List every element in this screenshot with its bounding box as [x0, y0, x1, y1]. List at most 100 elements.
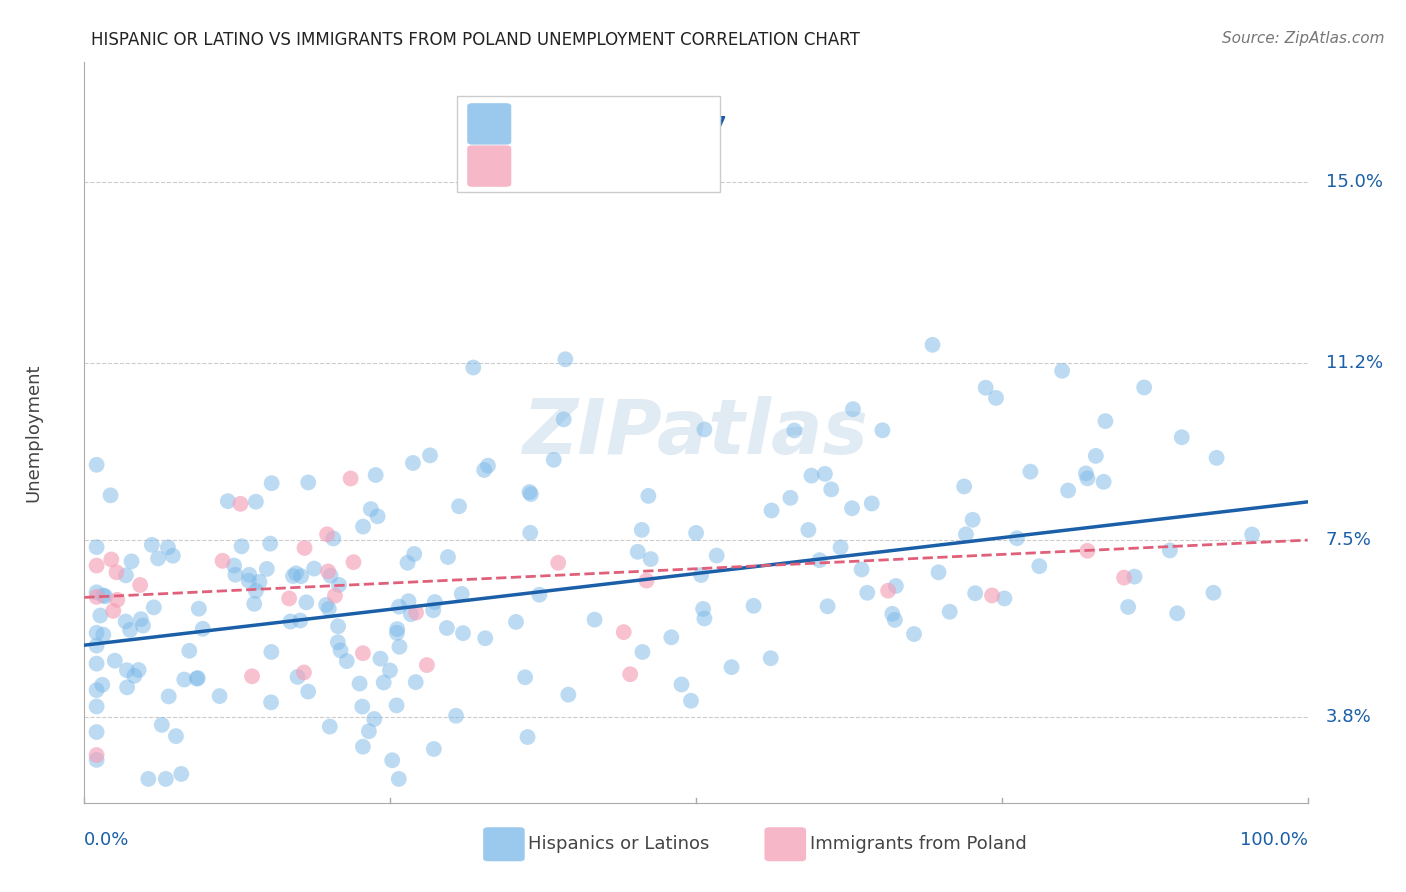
Point — [100, 552, 122, 566]
Point — [783, 424, 806, 438]
Point — [162, 549, 184, 563]
Point — [363, 712, 385, 726]
Point — [385, 625, 408, 640]
Point — [191, 622, 214, 636]
Point — [129, 612, 152, 626]
Text: Hispanics or Latinos: Hispanics or Latinos — [529, 835, 710, 853]
Text: 11.2%: 11.2% — [1326, 354, 1384, 372]
Point — [260, 476, 283, 491]
Point — [1166, 607, 1188, 621]
Text: HISPANIC OR LATINO VS IMMIGRANTS FROM POLAND UNEMPLOYMENT CORRELATION CHART: HISPANIC OR LATINO VS IMMIGRANTS FROM PO… — [91, 31, 860, 49]
Point — [761, 503, 783, 517]
Point — [981, 589, 1004, 603]
Point — [808, 553, 831, 567]
Text: 0.106: 0.106 — [576, 157, 633, 175]
Point — [290, 614, 312, 628]
Point — [115, 681, 138, 695]
Point — [690, 568, 713, 582]
Text: Unemployment: Unemployment — [24, 363, 42, 502]
Point — [422, 603, 444, 617]
Point — [928, 566, 950, 580]
Point — [557, 688, 579, 702]
Point — [105, 566, 128, 580]
Point — [245, 494, 267, 508]
Point — [136, 772, 159, 786]
Point — [436, 621, 458, 635]
Text: 3.8%: 3.8% — [1326, 708, 1372, 726]
Point — [477, 458, 499, 473]
Point — [637, 489, 659, 503]
Point — [636, 574, 658, 588]
Point — [955, 527, 977, 541]
Point — [322, 532, 344, 546]
Point — [820, 483, 842, 497]
Point — [543, 452, 565, 467]
Point — [1050, 364, 1073, 378]
Point — [91, 678, 114, 692]
Point — [1005, 531, 1028, 545]
Point — [841, 501, 863, 516]
Point — [883, 613, 905, 627]
Point — [693, 422, 716, 436]
Point — [1074, 467, 1097, 481]
Point — [367, 509, 389, 524]
Point — [146, 551, 169, 566]
Text: 100.0%: 100.0% — [1240, 831, 1308, 849]
Point — [229, 497, 252, 511]
Point — [326, 635, 349, 649]
Point — [529, 588, 551, 602]
Point — [89, 608, 111, 623]
Point — [323, 589, 346, 603]
Point — [842, 402, 865, 417]
Point — [349, 676, 371, 690]
Point — [437, 550, 460, 565]
Point — [281, 569, 304, 583]
Point — [278, 591, 301, 606]
Point — [513, 670, 536, 684]
Point — [423, 595, 446, 609]
Point — [797, 523, 820, 537]
Point — [1076, 471, 1098, 485]
Point — [360, 502, 382, 516]
Point — [256, 562, 278, 576]
Point — [444, 708, 467, 723]
Point — [297, 684, 319, 698]
Point — [142, 600, 165, 615]
Point — [260, 645, 283, 659]
Point — [231, 539, 253, 553]
Point — [94, 590, 117, 604]
Point — [965, 586, 987, 600]
Point — [1084, 449, 1107, 463]
Point — [993, 591, 1015, 606]
Point — [1123, 569, 1146, 583]
Text: N =: N = — [637, 115, 678, 133]
Point — [364, 468, 387, 483]
Point — [217, 494, 239, 508]
Text: 0.0%: 0.0% — [84, 831, 129, 849]
Point — [388, 599, 411, 614]
Point — [800, 468, 823, 483]
Point — [1241, 527, 1264, 541]
Point — [779, 491, 801, 505]
Point — [86, 558, 108, 573]
Text: 15.0%: 15.0% — [1326, 173, 1384, 191]
Point — [104, 654, 127, 668]
Point — [659, 630, 682, 644]
Point — [630, 523, 652, 537]
Point — [671, 677, 693, 691]
Text: Source: ZipAtlas.com: Source: ZipAtlas.com — [1222, 31, 1385, 46]
Point — [396, 556, 419, 570]
Point — [150, 718, 173, 732]
Point — [224, 567, 246, 582]
Point — [287, 670, 309, 684]
Point — [856, 586, 879, 600]
Point — [115, 568, 138, 582]
Point — [402, 456, 425, 470]
Point — [297, 475, 319, 490]
Point — [249, 574, 271, 589]
Point — [208, 689, 231, 703]
Point — [86, 657, 108, 671]
FancyBboxPatch shape — [484, 827, 524, 862]
Point — [938, 605, 960, 619]
Point — [165, 729, 187, 743]
